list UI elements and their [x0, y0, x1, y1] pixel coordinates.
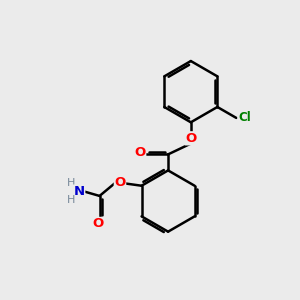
Text: O: O — [114, 176, 126, 189]
Text: Cl: Cl — [238, 111, 251, 124]
Text: O: O — [134, 146, 146, 158]
Text: O: O — [92, 218, 103, 230]
Text: N: N — [74, 185, 85, 198]
Text: H: H — [67, 178, 75, 188]
Text: H: H — [67, 195, 75, 205]
Text: O: O — [185, 132, 196, 145]
